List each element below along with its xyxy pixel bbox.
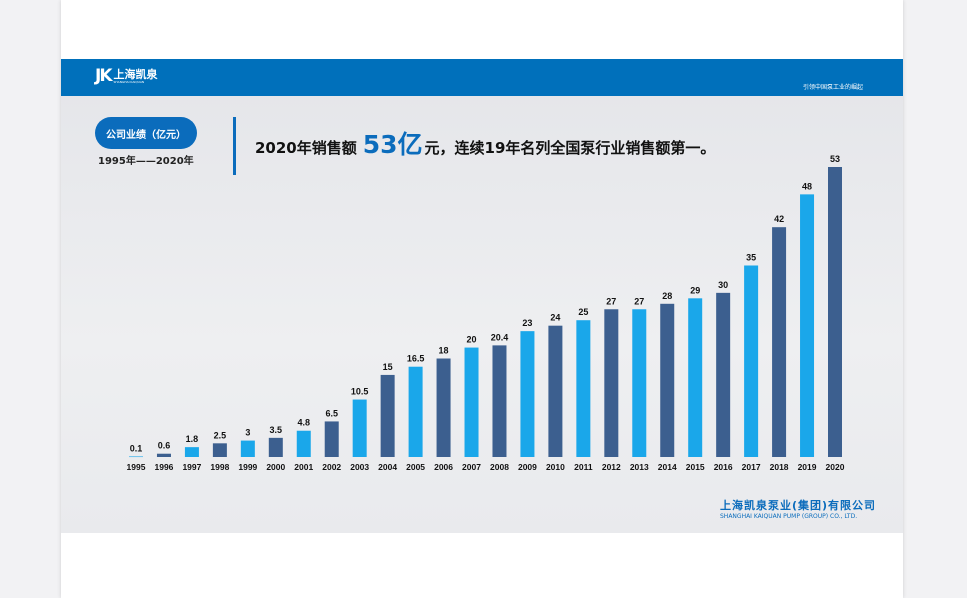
year-tick-label: 2020: [826, 462, 845, 472]
value-label: 3: [245, 428, 250, 438]
company-name-en: SHANGHAI KAIQUAN PUMP (GROUP) CO., LTD.: [720, 513, 858, 520]
value-label: 48: [802, 181, 812, 191]
bar-2003: [352, 399, 367, 457]
value-label: 20.4: [491, 332, 509, 342]
bar-2018: [772, 227, 787, 457]
bar-2009: [520, 331, 535, 457]
value-label: 10.5: [351, 387, 369, 397]
year-tick-label: 2007: [462, 462, 481, 472]
bar-2014: [660, 303, 675, 457]
value-label: 6.5: [325, 408, 338, 418]
value-label: 0.1: [130, 443, 143, 453]
bar-2012: [604, 309, 619, 457]
slogan: 引领中国泵工业的崛起: [802, 84, 863, 91]
year-range: 1995年——2020年: [98, 156, 194, 167]
value-label: 27: [606, 296, 616, 306]
year-tick-label: 2010: [546, 462, 565, 472]
value-label: 25: [578, 307, 588, 317]
year-tick-label: 2002: [322, 462, 341, 472]
bar-1996: [156, 453, 171, 457]
value-label: 24: [550, 313, 560, 323]
company-name: 上海凯泉泵业(集团)有限公司 SHANGHAI KAIQUAN PUMP (GR…: [720, 497, 876, 520]
value-label: 15: [383, 362, 393, 372]
bar-1998: [212, 443, 227, 457]
year-tick-label: 2015: [686, 462, 705, 472]
logo-en: SHANGHAI KAIQUAN: [113, 79, 145, 84]
logo-cn: 上海凯泉: [113, 67, 158, 81]
headline: 2020年销售额 53亿 元，连续19年名列全国泵行业销售额第一。: [255, 125, 715, 161]
year-tick-label: 2012: [602, 462, 621, 472]
year-tick-label: 2004: [378, 462, 397, 472]
bar-1999: [240, 440, 255, 457]
bar-2000: [268, 437, 283, 457]
bar-1995: [129, 456, 143, 458]
headline-post: 元，连续19年名列全国泵行业销售额第一。: [424, 139, 716, 157]
bar-2006: [436, 358, 451, 457]
headline-value: 53亿: [362, 130, 423, 159]
value-label: 27: [634, 296, 644, 306]
year-tick-label: 2014: [658, 462, 677, 472]
bar-2020: [828, 167, 842, 457]
bar-1997: [184, 447, 199, 457]
company-logo: JK 上海凯泉 SHANGHAI KAIQUAN: [95, 66, 158, 86]
year-tick-label: 1999: [238, 462, 257, 472]
value-label: 18: [439, 346, 449, 356]
value-label: 30: [718, 280, 728, 290]
value-label: 2.5: [214, 430, 227, 440]
value-label: 0.6: [158, 441, 171, 451]
year-tick-label: 2009: [518, 462, 537, 472]
bar-2013: [632, 309, 647, 457]
bar-2005: [408, 366, 423, 457]
value-label: 20: [467, 335, 477, 345]
bar-2017: [744, 265, 759, 457]
value-label: 53: [830, 154, 840, 164]
section-badge: 公司业绩（亿元）: [95, 117, 197, 149]
year-tick-label: 2008: [490, 462, 509, 472]
year-tick-label: 2006: [434, 462, 453, 472]
year-tick-label: 1996: [154, 462, 173, 472]
year-tick-label: 2005: [406, 462, 425, 472]
divider: [233, 117, 236, 175]
year-tick-label: 2018: [770, 462, 789, 472]
year-tick-label: 2017: [742, 462, 761, 472]
sales-bar-chart: 0.1 1995 0.6 1996 1.8 1997 2.5 1998 3 1999 3.5 2000…: [127, 154, 845, 472]
logo-mark: JK: [95, 66, 112, 86]
bar-2010: [548, 325, 563, 457]
year-tick-label: 2011: [574, 462, 593, 472]
value-label: 42: [774, 214, 784, 224]
value-label: 16.5: [407, 354, 425, 364]
bar-2015: [688, 298, 703, 457]
value-label: 23: [522, 318, 532, 328]
value-label: 3.5: [270, 425, 283, 435]
bar-2007: [464, 347, 479, 457]
bar-2019: [800, 194, 815, 457]
bar-2016: [716, 292, 731, 457]
year-tick-label: 1997: [182, 462, 201, 472]
bar-2004: [380, 374, 395, 457]
value-label: 35: [746, 252, 756, 262]
bar-2001: [296, 430, 311, 457]
year-tick-label: 2001: [294, 462, 313, 472]
bar-2008: [492, 345, 507, 457]
headline-pre: 2020年销售额: [255, 139, 357, 157]
year-tick-label: 2000: [266, 462, 285, 472]
year-tick-label: 2003: [350, 462, 369, 472]
year-tick-label: 1995: [127, 462, 146, 472]
bar-2011: [576, 320, 591, 457]
year-tick-label: 1998: [210, 462, 229, 472]
year-tick-label: 2016: [714, 462, 733, 472]
year-tick-label: 2019: [798, 462, 817, 472]
value-label: 1.8: [186, 434, 199, 444]
company-name-cn: 上海凯泉泵业(集团)有限公司: [720, 499, 877, 512]
slide: JK 上海凯泉 SHANGHAI KAIQUAN 引领中国泵工业的崛起 公司业绩（…: [61, 59, 903, 533]
value-label: 29: [690, 285, 700, 295]
value-label: 4.8: [298, 418, 311, 428]
year-tick-label: 2013: [630, 462, 649, 472]
value-label: 28: [662, 291, 672, 301]
top-bar: JK 上海凯泉 SHANGHAI KAIQUAN 引领中国泵工业的崛起: [61, 59, 903, 96]
bar-2002: [324, 421, 339, 457]
